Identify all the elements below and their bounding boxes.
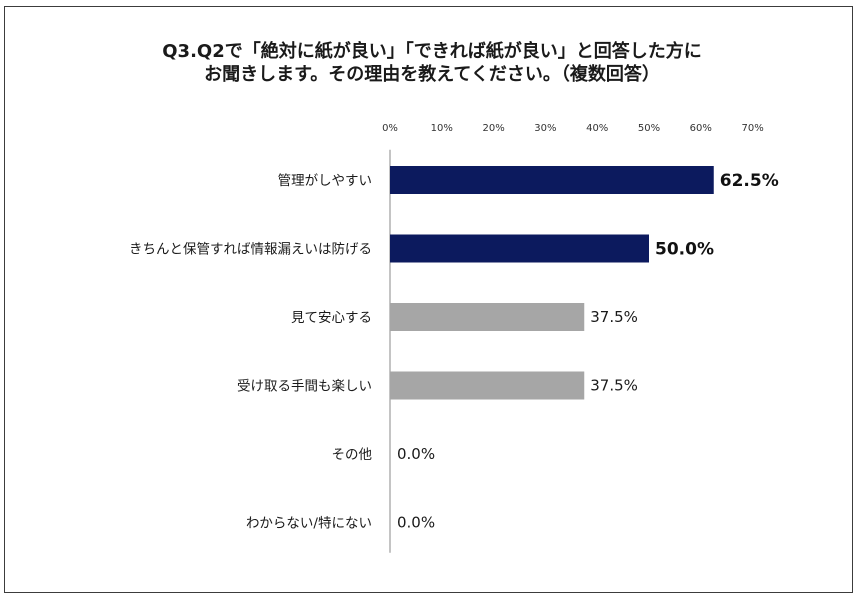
x-tick-label: 40% (586, 123, 608, 134)
x-tick-label: 30% (534, 123, 556, 134)
category-label: わからない/特にない (246, 516, 372, 532)
data-label: 0.0% (397, 514, 435, 532)
x-tick-label: 60% (690, 123, 712, 134)
category-label: その他 (332, 447, 373, 463)
category-label: 管理がしやすい (278, 173, 372, 189)
bar (390, 303, 585, 331)
x-tick-label: 70% (741, 123, 763, 134)
bar (390, 234, 649, 263)
data-label: 37.5% (590, 308, 638, 326)
data-label: 37.5% (590, 377, 638, 395)
data-label: 62.5% (720, 171, 779, 191)
chart-title-line-1: Q3.Q2で「絶対に紙が良い」「できれば紙が良い」と回答した方に (162, 41, 702, 62)
category-label: 見て安心する (291, 310, 372, 326)
data-label: 0.0% (397, 445, 435, 463)
x-tick-label: 10% (431, 123, 453, 134)
chart-title: Q3.Q2で「絶対に紙が良い」「できれば紙が良い」と回答した方に お聞きします。… (0, 40, 864, 86)
chart-frame (4, 6, 853, 593)
chart-title-line-2: お聞きします。その理由を教えてください。（複数回答） (204, 64, 660, 85)
x-tick-label: 20% (482, 123, 504, 134)
x-tick-label: 0% (382, 123, 398, 134)
category-label: 受け取る手間も楽しい (237, 379, 372, 395)
category-label: きちんと保管すれば情報漏えいは防げる (129, 242, 372, 258)
bar (390, 371, 585, 400)
bar (390, 166, 714, 194)
x-tick-label: 50% (638, 123, 660, 134)
data-label: 50.0% (655, 240, 714, 260)
